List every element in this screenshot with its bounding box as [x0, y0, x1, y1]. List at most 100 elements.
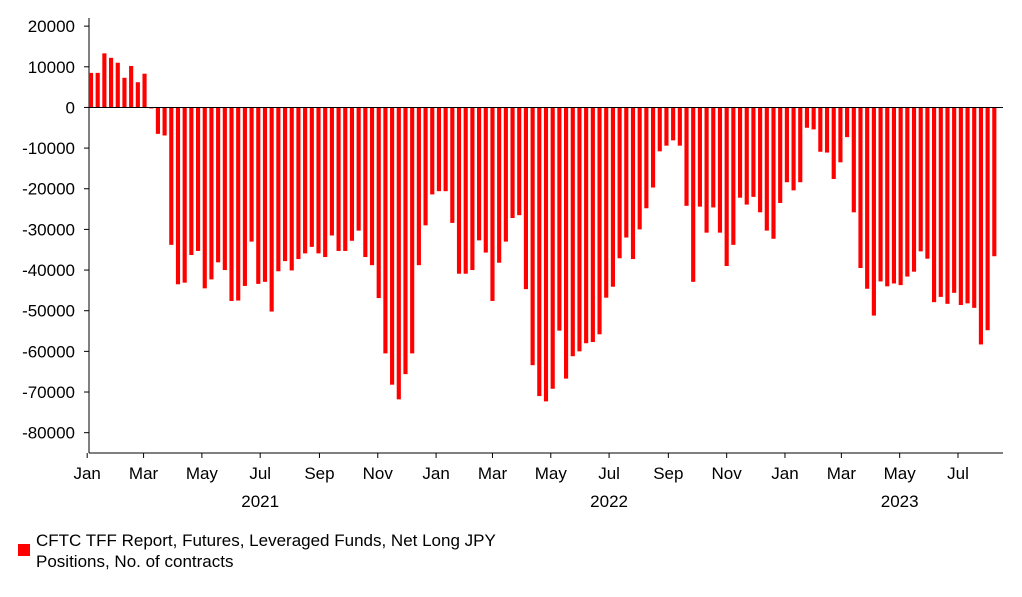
x-tick-label: Nov — [712, 464, 743, 483]
bar — [242, 107, 247, 286]
y-tick-label: -80000 — [22, 424, 75, 443]
bar — [396, 107, 401, 400]
bar — [323, 107, 328, 258]
bar — [169, 107, 174, 245]
bar — [784, 107, 789, 183]
y-tick-label: -30000 — [22, 220, 75, 239]
bar — [878, 107, 883, 282]
bar — [590, 107, 595, 343]
bar — [276, 107, 281, 272]
legend: CFTC TFF Report, Futures, Leveraged Fund… — [18, 530, 556, 572]
x-tick-label: Sep — [653, 464, 683, 483]
bar — [423, 107, 428, 226]
bar — [697, 107, 702, 207]
bar — [758, 107, 763, 213]
legend-swatch — [18, 544, 30, 556]
bar — [88, 72, 94, 108]
bar — [316, 107, 321, 254]
bar — [871, 107, 876, 316]
bar — [269, 107, 274, 312]
bar — [610, 107, 615, 287]
bar — [978, 107, 984, 345]
bar — [724, 107, 729, 266]
bar — [677, 107, 682, 146]
bar — [570, 107, 575, 357]
bar — [717, 107, 723, 233]
bar — [684, 107, 689, 206]
y-tick-label: -50000 — [22, 302, 75, 321]
bar — [744, 107, 749, 205]
bar — [483, 107, 488, 253]
bar — [704, 107, 709, 233]
bar — [503, 107, 508, 242]
bar — [885, 107, 890, 287]
x-tick-label: Sep — [304, 464, 334, 483]
x-tick-label: Jul — [598, 464, 620, 483]
bar — [115, 62, 120, 108]
x-tick-label: Jan — [73, 464, 100, 483]
bar — [523, 107, 529, 290]
bar — [410, 107, 415, 354]
bar — [992, 107, 997, 257]
bar — [390, 107, 395, 385]
bar — [791, 107, 796, 191]
bar — [604, 107, 609, 298]
bar — [229, 107, 234, 301]
bar — [102, 53, 107, 108]
bar — [965, 107, 970, 304]
bar — [630, 107, 636, 260]
bar — [985, 107, 990, 331]
bar — [510, 107, 515, 219]
bar — [905, 107, 910, 277]
bar — [262, 107, 268, 282]
bar — [771, 107, 776, 239]
bar — [624, 107, 629, 238]
bar — [891, 107, 897, 284]
bar — [764, 107, 769, 231]
bar — [222, 107, 227, 271]
bar — [189, 107, 194, 256]
x-tick-label: May — [535, 464, 568, 483]
bar — [202, 107, 207, 289]
bar — [650, 107, 656, 188]
bar — [563, 107, 569, 379]
bar — [517, 107, 522, 216]
bar — [436, 107, 442, 192]
y-tick-label: -70000 — [22, 383, 75, 402]
x-tick-label: Jul — [947, 464, 969, 483]
bar — [851, 107, 856, 213]
bar — [95, 72, 100, 108]
bar — [182, 107, 187, 283]
bar — [925, 107, 930, 259]
x-axis: Jan Mar May Jul Sep Nov Jan Mar May Jul Sep Nov Jan M… — [73, 452, 1003, 511]
bar — [282, 107, 288, 262]
bar — [303, 107, 308, 254]
bar — [597, 107, 602, 335]
x-tick-label: May — [884, 464, 917, 483]
bar — [938, 107, 943, 297]
bar — [664, 107, 669, 146]
bar — [162, 107, 167, 136]
year-label: 2021 — [241, 492, 279, 511]
bar — [329, 107, 334, 236]
bar — [557, 107, 562, 331]
bar — [798, 107, 803, 183]
bar — [537, 107, 542, 397]
bar-series — [88, 53, 1003, 402]
x-tick-label: Jan — [771, 464, 798, 483]
bar — [430, 107, 435, 195]
bar — [731, 107, 736, 245]
bar — [363, 107, 368, 258]
bar — [945, 107, 950, 304]
bar — [550, 107, 555, 389]
bar — [155, 107, 160, 134]
bar — [416, 107, 421, 266]
bar — [289, 107, 294, 271]
x-tick-label: Jan — [422, 464, 449, 483]
bar — [336, 107, 341, 251]
bar — [737, 107, 743, 198]
bar — [175, 107, 181, 285]
bar — [711, 107, 716, 208]
bar — [818, 107, 823, 152]
